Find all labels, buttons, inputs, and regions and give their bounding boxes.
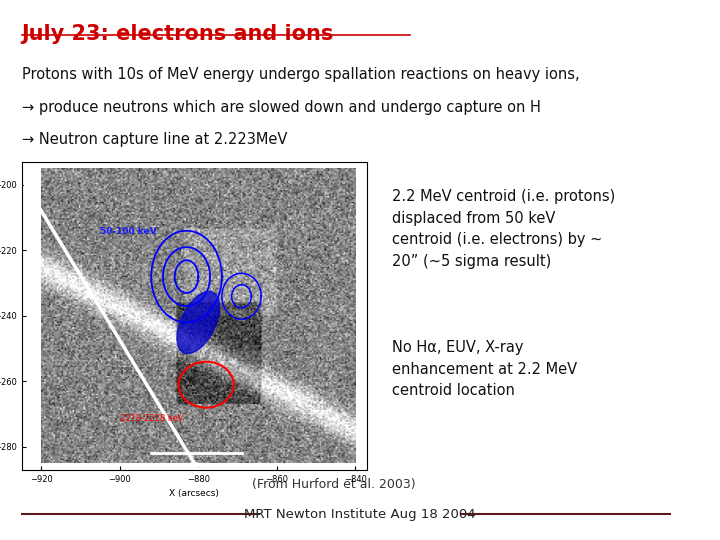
Text: 35": 35" [189, 462, 204, 471]
Text: Protons with 10s of MeV energy undergo spallation reactions on heavy ions,: Protons with 10s of MeV energy undergo s… [22, 68, 579, 83]
X-axis label: X (arcsecs): X (arcsecs) [169, 489, 220, 498]
Text: → Neutron capture line at 2.223MeV: → Neutron capture line at 2.223MeV [22, 132, 287, 147]
Text: No Hα, EUV, X-ray
enhancement at 2.2 MeV
centroid location: No Hα, EUV, X-ray enhancement at 2.2 MeV… [392, 340, 577, 399]
Text: 2218-2228 keV: 2218-2228 keV [120, 414, 184, 423]
Text: (From Hurford et al. 2003): (From Hurford et al. 2003) [252, 478, 415, 491]
Text: → produce neutrons which are slowed down and undergo capture on H: → produce neutrons which are slowed down… [22, 100, 541, 115]
Text: July 23: electrons and ions: July 23: electrons and ions [22, 24, 334, 44]
Text: 2.2 MeV centroid (i.e. protons)
displaced from 50 keV
centroid (i.e. electrons) : 2.2 MeV centroid (i.e. protons) displace… [392, 189, 616, 269]
Ellipse shape [177, 291, 220, 354]
Text: MRT Newton Institute Aug 18 2004: MRT Newton Institute Aug 18 2004 [244, 508, 476, 521]
Text: 50-100 keV: 50-100 keV [100, 227, 157, 236]
